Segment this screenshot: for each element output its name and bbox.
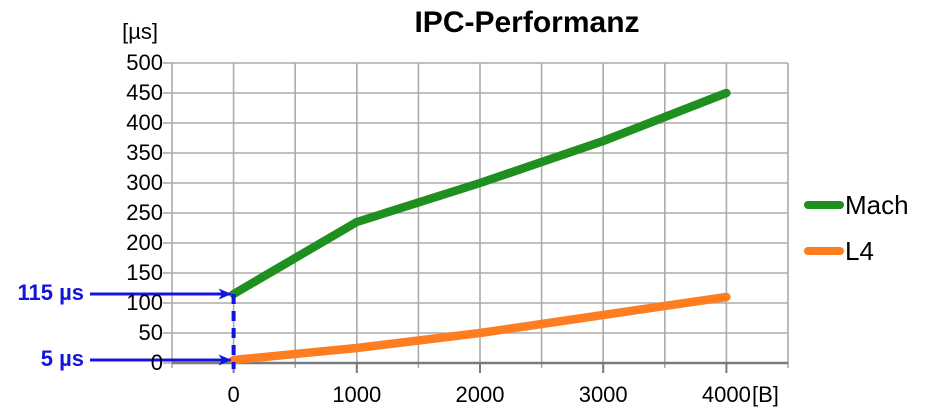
x-tick-label: 3000 — [578, 382, 628, 407]
x-tick-label: 1000 — [332, 382, 382, 407]
y-tick-label: 250 — [126, 200, 163, 225]
x-axis-unit-label: [B] — [752, 382, 779, 407]
y-tick-label: 0 — [150, 350, 163, 375]
y-tick-label: 350 — [126, 140, 163, 165]
y-axis-unit-label: [µs] — [122, 19, 158, 44]
y-tick-label: 100 — [126, 290, 163, 315]
chart-title: IPC-Performanz — [414, 6, 640, 39]
y-tick-label: 200 — [126, 230, 163, 255]
x-tick-label: 0 — [227, 382, 240, 407]
x-tick-label: 2000 — [455, 382, 505, 407]
y-tick-label: 300 — [126, 170, 163, 195]
y-tick-label: 450 — [126, 80, 163, 105]
l4-line — [229, 292, 731, 365]
y-tick-label: 400 — [126, 110, 163, 135]
legend-label-mach: Mach — [845, 190, 909, 220]
legend-item-l4: L4 — [804, 236, 909, 266]
l4-line-swatch-icon — [804, 247, 844, 255]
x-tick-label: 4000 — [701, 382, 751, 407]
legend: Mach L4 — [804, 190, 909, 266]
legend-label-l4: L4 — [845, 236, 874, 266]
mach-line-swatch-icon — [804, 201, 844, 209]
y-tick-label: 500 — [126, 50, 163, 75]
mach-line — [229, 88, 731, 299]
annotation-5us: 5 µs — [40, 346, 84, 371]
annotation-115us: 115 µs — [17, 280, 84, 305]
y-tick-label: 150 — [126, 260, 163, 285]
y-tick-label: 50 — [138, 320, 163, 345]
legend-item-mach: Mach — [804, 190, 909, 220]
